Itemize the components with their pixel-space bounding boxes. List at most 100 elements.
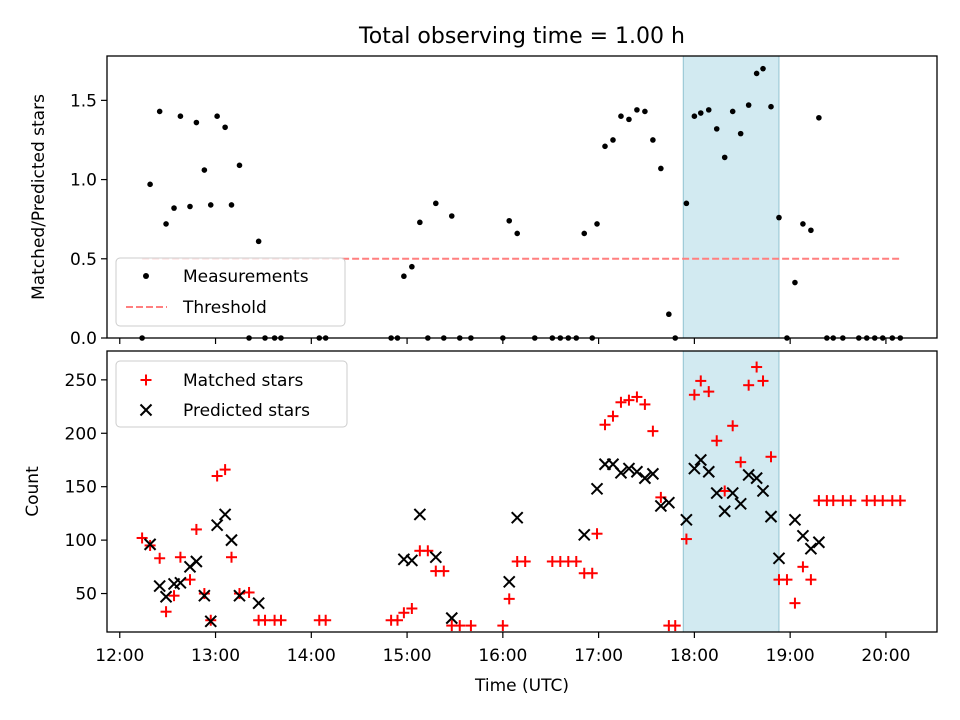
matched-star-point xyxy=(519,555,531,567)
measurement-point xyxy=(156,108,163,115)
predicted-star-point-b xyxy=(225,533,238,547)
measurement-point xyxy=(658,165,664,172)
ratio-legend-box xyxy=(115,257,346,327)
ratio-x-axis xyxy=(119,338,887,344)
matched-star-point xyxy=(765,451,777,463)
predicted-star-point-b xyxy=(413,508,427,521)
matched-star-point xyxy=(757,375,769,387)
time-x-axis-label: Time (UTC) xyxy=(474,676,569,696)
matched-stars-points xyxy=(136,361,906,632)
matched-star-point xyxy=(233,588,245,600)
count-panel: 50 100 150 200 250 12:00 13:00 14:00 15:00 16:00… xyxy=(23,350,938,696)
matched-star-point xyxy=(591,528,603,540)
matched-star-point xyxy=(797,561,809,573)
time-x-tick-label: 15:00 xyxy=(383,646,432,666)
predicted-star-point xyxy=(742,468,755,482)
measurement-point xyxy=(207,202,214,208)
predicted-star-point-b xyxy=(662,496,676,509)
measurement-point xyxy=(776,214,782,221)
measurement-point xyxy=(417,219,423,226)
predicted-star-point-b xyxy=(734,497,747,510)
predicted-star-point-b xyxy=(429,551,443,564)
measurement-point xyxy=(187,203,193,210)
predicted-star-point xyxy=(153,579,166,593)
predicted-legend-label: Predicted stars xyxy=(183,401,310,421)
count-y-axis: 50 100 150 200 250 xyxy=(65,371,107,605)
predicted-star-point-b xyxy=(804,542,818,555)
time-x-tick-label: 20:00 xyxy=(861,646,910,666)
predicted-star-point xyxy=(225,533,238,547)
predicted-star-point-b xyxy=(654,499,668,513)
predicted-star-point-b xyxy=(511,511,524,524)
predicted-star-point xyxy=(503,575,516,588)
predicted-star-point xyxy=(578,528,591,541)
matched-star-point xyxy=(465,620,477,632)
ratio-panel: 0.0 0.5 1.0 1.5 Matched/Predicted stars Mea… xyxy=(29,55,938,349)
ratio-y-tick-label: 0.0 xyxy=(70,329,97,349)
predicted-star-point xyxy=(590,482,604,496)
measurement-point xyxy=(745,102,752,108)
matched-star-point xyxy=(615,396,627,408)
time-x-tick-label: 13:00 xyxy=(191,646,240,666)
measurement-point xyxy=(222,124,228,131)
predicted-star-point-b xyxy=(702,465,715,478)
measurement-point xyxy=(650,137,656,143)
ratio-y-tick-label: 1.0 xyxy=(70,171,97,191)
matched-star-point xyxy=(845,495,857,507)
measurement-point xyxy=(642,108,648,115)
predicted-star-point-b xyxy=(153,579,166,593)
predicted-legend-marker xyxy=(139,403,153,417)
predicted-stars-points xyxy=(143,453,826,628)
count-y-tick-label: 50 xyxy=(75,585,97,605)
count-plot-frame xyxy=(106,350,938,633)
predicted-star-point-b xyxy=(688,462,701,475)
matched-star-point xyxy=(647,425,659,437)
measurement-point xyxy=(683,200,690,207)
matched-star-point xyxy=(680,533,692,545)
predicted-star-point xyxy=(198,589,211,602)
predicted-star-point xyxy=(702,465,715,478)
predicted-star-point xyxy=(210,518,224,532)
observing-window-top xyxy=(682,55,780,339)
predicted-star-point-b xyxy=(726,486,739,500)
measurement-point xyxy=(721,154,728,161)
count-y-tick-label: 200 xyxy=(65,424,97,444)
matched-star-point xyxy=(727,420,739,432)
time-x-tick-label: 17:00 xyxy=(574,646,623,666)
ratio-plot-frame xyxy=(106,55,938,339)
count-legend: Matched stars Predicted stars xyxy=(115,360,348,428)
matched-star-point xyxy=(454,620,466,632)
predicted-star-point xyxy=(680,513,693,527)
predicted-star-point xyxy=(772,552,786,565)
predicted-star-point-b xyxy=(204,615,217,628)
measurement-point xyxy=(760,65,766,72)
predicted-star-point xyxy=(429,551,443,564)
matched-star-point xyxy=(695,375,707,387)
matched-star-point xyxy=(877,495,889,507)
measurement-point xyxy=(163,221,169,227)
measurement-point xyxy=(514,230,521,237)
measurement-point xyxy=(581,230,588,237)
matched-star-point xyxy=(719,485,731,497)
predicted-star-point xyxy=(694,453,707,467)
measurement-point xyxy=(705,107,712,113)
measurement-point xyxy=(255,238,262,245)
matched-star-point xyxy=(168,590,180,602)
predicted-legend-symbol xyxy=(139,403,153,417)
matched-star-point xyxy=(599,419,611,431)
matched-star-point xyxy=(607,410,619,422)
matched-star-point xyxy=(226,551,237,563)
measurement-point xyxy=(816,114,822,121)
predicted-star-point-b xyxy=(788,513,802,527)
measurement-point xyxy=(753,70,760,77)
predicted-star-point xyxy=(654,499,668,513)
measurement-point xyxy=(737,130,744,137)
predicted-star-point-b xyxy=(190,555,203,568)
predicted-star-point xyxy=(726,486,739,500)
matched-star-point xyxy=(275,614,287,626)
predicted-star-point xyxy=(218,508,232,521)
time-x-tick-label: 12:00 xyxy=(95,646,144,666)
matched-star-point xyxy=(631,391,643,403)
measurement-point xyxy=(236,162,243,169)
